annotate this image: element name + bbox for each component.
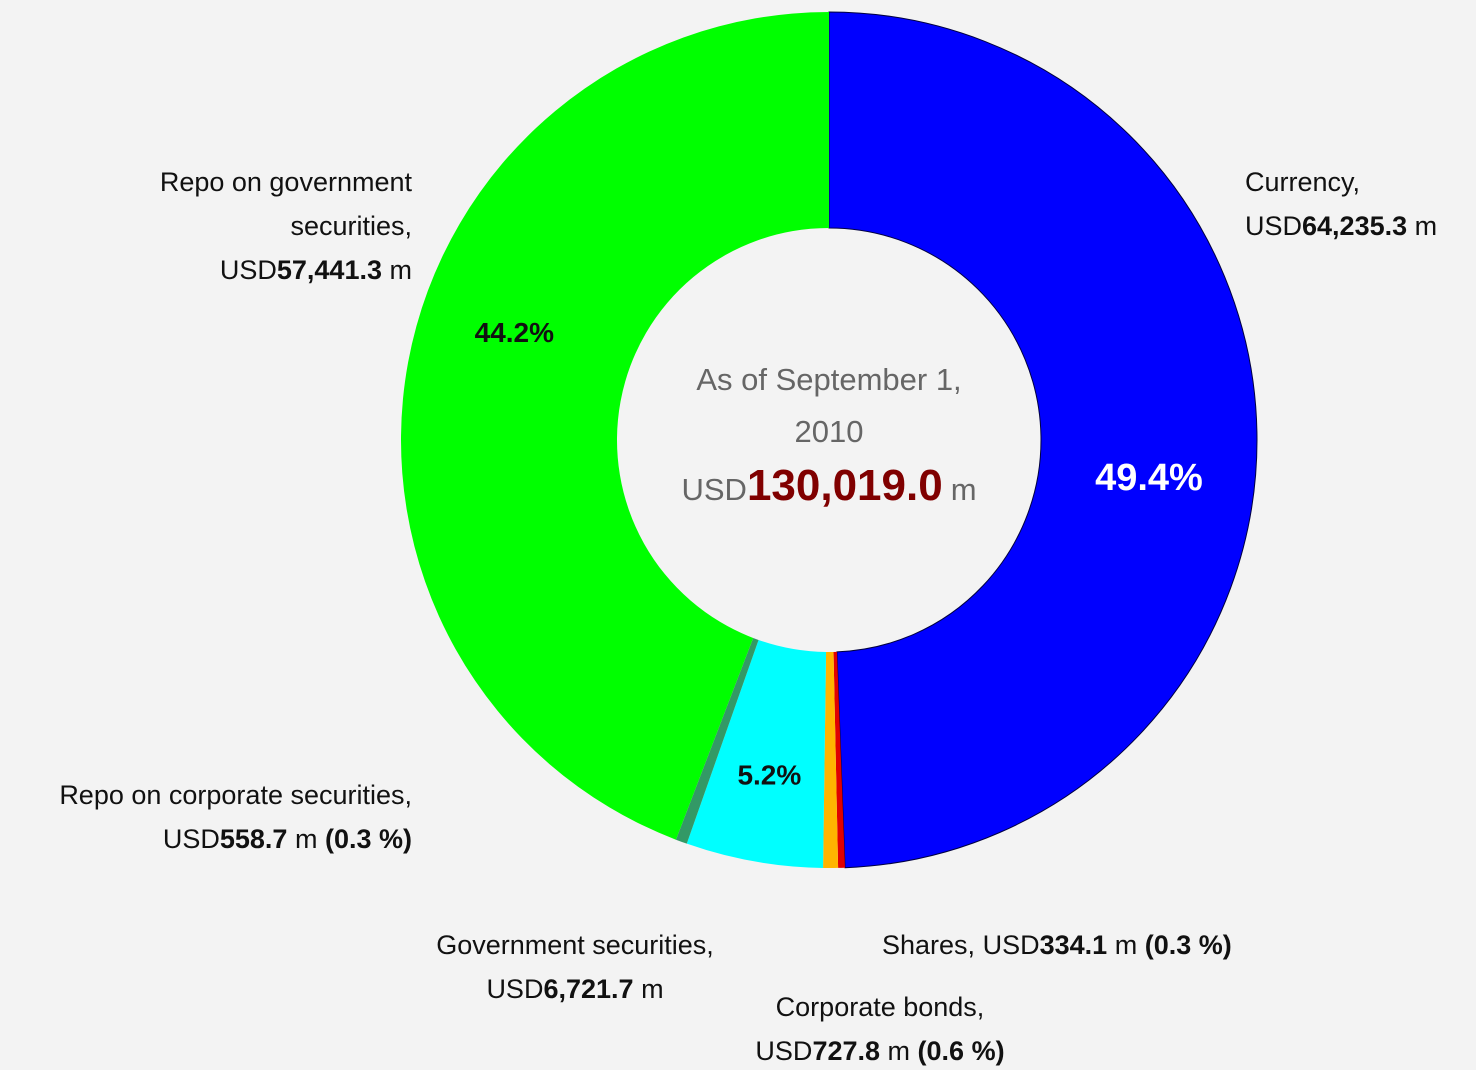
unit-suffix: m: [1414, 211, 1438, 241]
category-name: Currency,: [1245, 167, 1361, 197]
donut-slice: [823, 651, 839, 868]
value-label: 6,721.7: [543, 974, 634, 1004]
unit-suffix: m: [389, 255, 413, 285]
slice-label: Repo on government securities, USD57,441.…: [112, 160, 412, 292]
unit-prefix: USD: [162, 824, 220, 854]
slice-label: Government securities, USD6,721.7 m: [395, 923, 755, 1011]
percent-label: (0.6 %): [917, 1036, 1005, 1066]
total: 130,019.0: [747, 461, 943, 510]
category-name: Shares,: [882, 930, 976, 960]
percent-label: 44.2%: [475, 317, 554, 348]
category-name: Repo on government securities,: [159, 167, 412, 241]
value-label: 334.1: [1039, 930, 1108, 960]
center-line: As of September 1,: [696, 362, 961, 397]
donut-slice: [675, 637, 759, 844]
category-name: Repo on corporate securities,: [59, 780, 412, 810]
percent-label: (0.3 %): [324, 824, 412, 854]
slice-label: Repo on corporate securities, USD558.7 m …: [0, 773, 412, 861]
unit-prefix: USD: [1245, 211, 1303, 241]
center-total: USD130,019.0 m: [681, 461, 976, 510]
unit-suffix: m: [294, 824, 318, 854]
unit-suffix: m: [887, 1036, 911, 1066]
category-name: Corporate bonds,: [775, 992, 985, 1022]
percent-label: 5.2%: [737, 760, 801, 791]
category-name: Government securities,: [436, 930, 714, 960]
donut-slice: [833, 651, 846, 868]
slice-label: Shares, USD334.1 m (0.3 %): [882, 923, 1232, 967]
slice-label: Currency, USD64,235.3 m: [1245, 160, 1437, 248]
value-label: 558.7: [219, 824, 288, 854]
center-line: 2010: [795, 414, 864, 449]
value-label: 64,235.3: [1302, 211, 1408, 241]
unit-prefix: USD: [219, 255, 277, 285]
donut-slice: [828, 11, 1258, 869]
donut-slice: [686, 639, 827, 868]
unit-prefix: USD: [982, 930, 1040, 960]
unit-prefix: USD: [486, 974, 544, 1004]
percent-label: (0.3 %): [1144, 930, 1232, 960]
value-label: 727.8: [812, 1036, 881, 1066]
value-label: 57,441.3: [276, 255, 382, 285]
donut-slice: [401, 12, 829, 840]
unit-suffix: m: [1114, 930, 1138, 960]
unit-prefix: USD: [755, 1036, 813, 1066]
slice-label: Corporate bonds, USD727.8 m (0.6 %): [700, 985, 1060, 1070]
unit-suffix: m: [641, 974, 664, 1004]
unit-prefix: USD: [681, 472, 746, 507]
percent-label: 49.4%: [1095, 457, 1203, 499]
unit-suffix: m: [951, 472, 977, 507]
